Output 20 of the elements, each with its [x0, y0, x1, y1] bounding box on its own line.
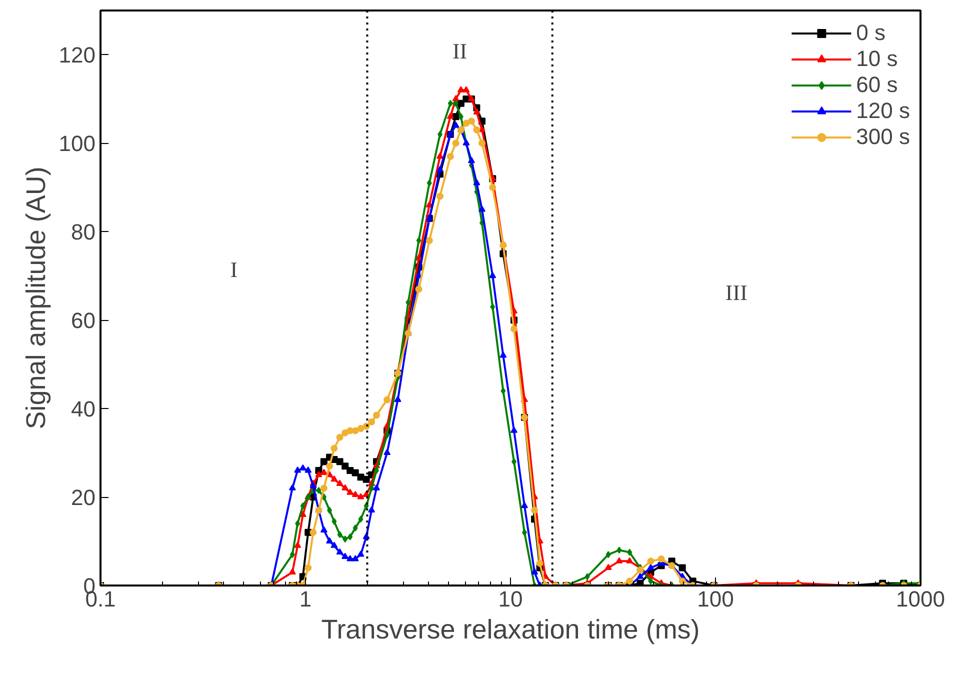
- y-axis-title: Signal amplitude (AU): [20, 166, 51, 430]
- x-tick-label: 1000: [896, 586, 945, 612]
- legend-label: 120 s: [856, 98, 910, 124]
- legend-label: 60 s: [856, 72, 898, 98]
- y-tick-label: 80: [71, 220, 96, 245]
- y-tick-label: 40: [71, 396, 96, 422]
- y-tick-label: 120: [58, 42, 96, 68]
- legend-label: 10 s: [856, 46, 898, 72]
- y-tick-label: 100: [58, 131, 96, 156]
- x-tick-label: 1: [299, 586, 312, 612]
- legend-label: 0 s: [856, 20, 886, 46]
- annotation: II: [452, 38, 468, 64]
- annotation: III: [725, 280, 748, 305]
- legend-label: 300 s: [856, 124, 910, 150]
- x-tick-label: 10: [498, 586, 523, 612]
- y-tick-label: 60: [71, 308, 96, 334]
- y-tick-label: 20: [71, 485, 96, 510]
- annotation: I: [230, 256, 238, 282]
- x-axis-title: Transverse relaxation time (ms): [321, 614, 700, 644]
- x-tick-label: 100: [697, 586, 734, 612]
